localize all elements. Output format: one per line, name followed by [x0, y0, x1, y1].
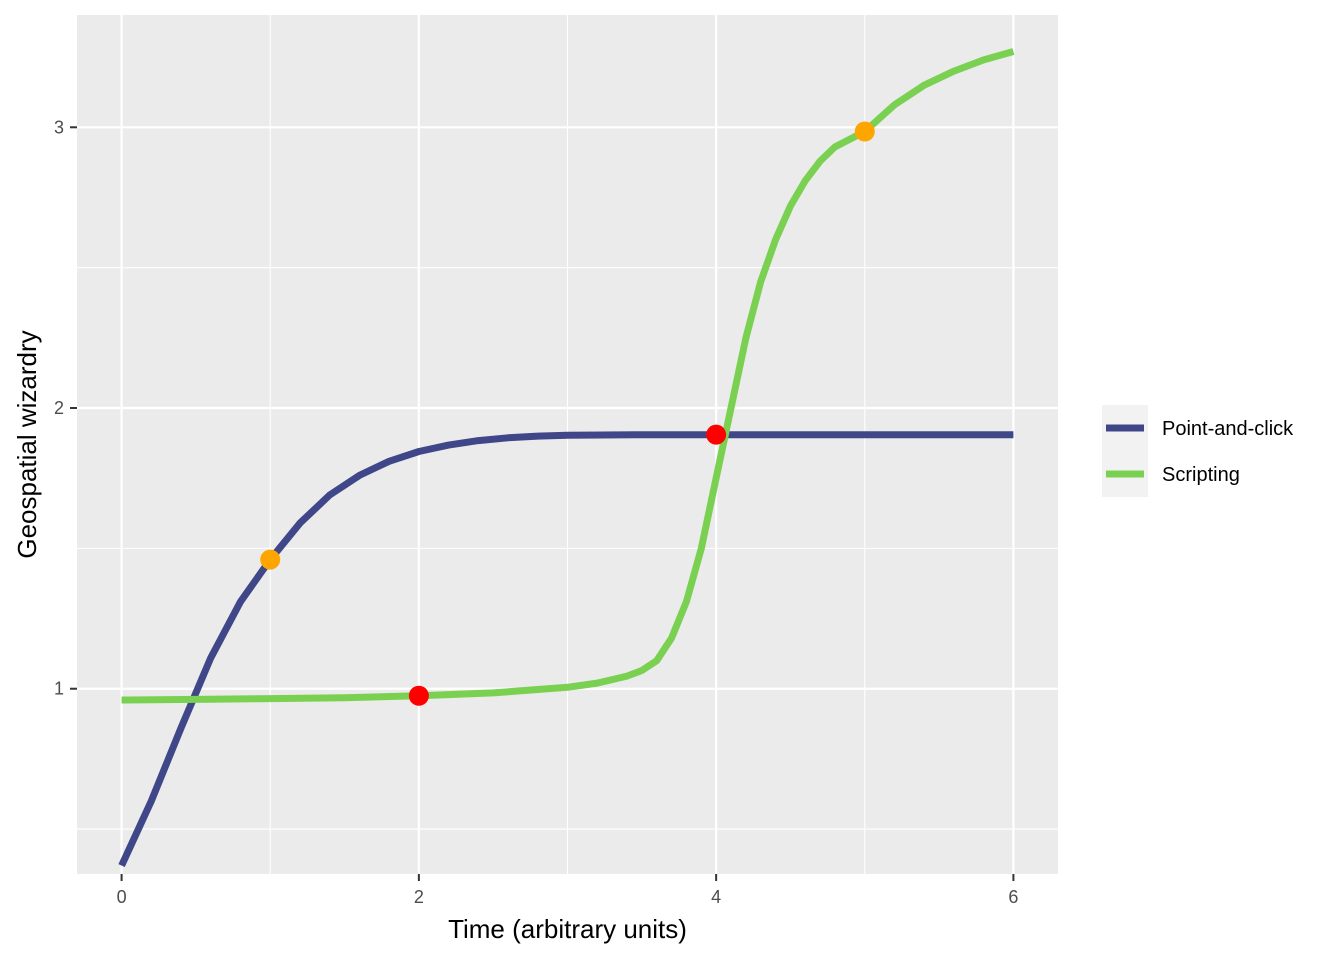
minor-gridlines — [77, 15, 1058, 874]
x-tick-label: 6 — [1008, 887, 1018, 907]
data-point — [706, 424, 727, 445]
data-point — [260, 549, 281, 570]
legend-label-scripting: Scripting — [1162, 464, 1240, 486]
x-axis-title: Time (arbitrary units) — [448, 914, 687, 944]
y-tick-label: 3 — [54, 117, 64, 137]
series-lines — [118, 48, 1015, 868]
series-line-point-and-click — [118, 431, 1014, 868]
y-tick-label: 2 — [54, 398, 64, 418]
highlight-points — [260, 121, 875, 706]
legend: Point-and-click Scripting — [1102, 405, 1294, 497]
x-tick-label: 2 — [414, 887, 424, 907]
x-tick-label: 4 — [711, 887, 721, 907]
legend-key-background — [1102, 405, 1148, 497]
data-point — [854, 121, 875, 142]
y-axis-ticks: 1 2 3 — [54, 117, 77, 699]
y-axis-title: Geospatial wizardry — [12, 330, 42, 558]
legend-label-point-and-click: Point-and-click — [1162, 418, 1294, 440]
series-line-scripting — [121, 48, 1015, 704]
data-point — [408, 685, 429, 706]
y-tick-label: 1 — [54, 679, 64, 699]
x-tick-label: 0 — [117, 887, 127, 907]
x-axis-ticks: 0 2 4 6 — [117, 874, 1018, 907]
